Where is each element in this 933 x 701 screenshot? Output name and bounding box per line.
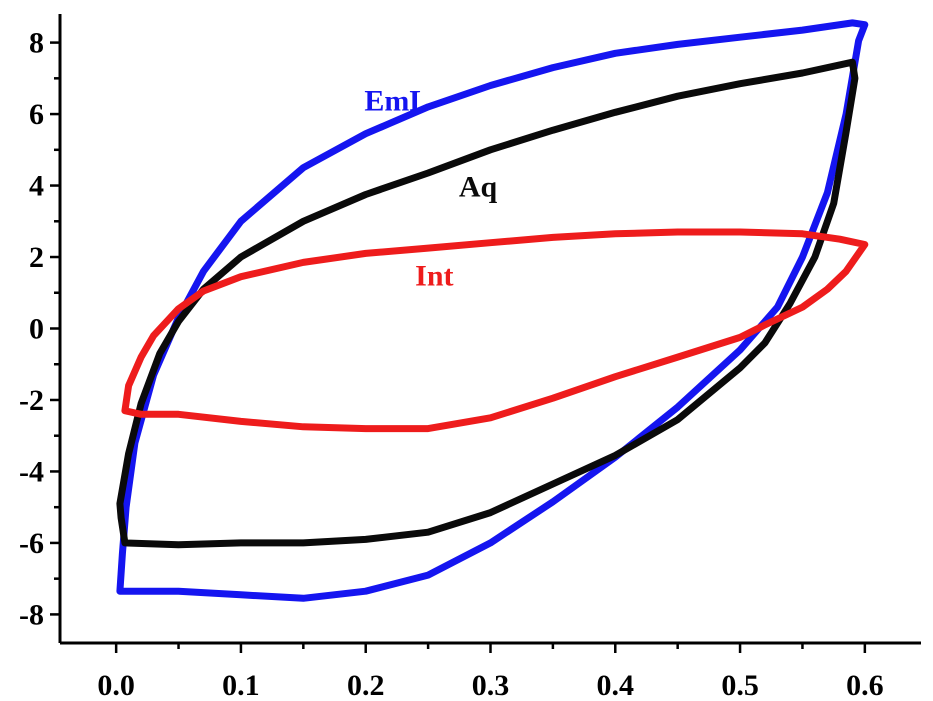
x-tick-label: 0.0 xyxy=(97,669,135,701)
x-tick-label: 0.2 xyxy=(347,669,385,701)
series-group xyxy=(116,19,869,602)
series-labels: EmL Aq Int xyxy=(364,84,497,292)
series-aq-label: Aq xyxy=(459,170,498,203)
y-tick-label: -4 xyxy=(19,455,44,488)
y-tick-label: -8 xyxy=(19,598,44,631)
x-tick-label: 0.3 xyxy=(472,669,510,701)
series-int-label: Int xyxy=(415,260,453,293)
x-tick-label: 0.5 xyxy=(721,669,759,701)
x-tick-label: 0.4 xyxy=(597,669,635,701)
y-tick-label: 4 xyxy=(29,170,44,203)
y-tick-label: 8 xyxy=(29,27,44,60)
x-tick-label: 0.6 xyxy=(846,669,884,701)
series-aq-curve xyxy=(116,58,859,549)
y-tick-label: -6 xyxy=(19,527,44,560)
y-tick-label: 0 xyxy=(29,313,44,346)
x-tick-label: 0.1 xyxy=(222,669,260,701)
series-eml-curve xyxy=(116,19,869,602)
y-tick-label: 2 xyxy=(29,241,44,274)
axes: 0.0 0.1 0.2 0.3 0.4 0.5 0.6 8 6 4 2 0 -2 -4 -6 -8 xyxy=(19,14,921,701)
y-tick-label: 6 xyxy=(29,98,44,131)
y-tick-label: -2 xyxy=(19,384,44,417)
series-eml-label: EmL xyxy=(364,84,429,117)
series-int-curve xyxy=(121,228,869,433)
